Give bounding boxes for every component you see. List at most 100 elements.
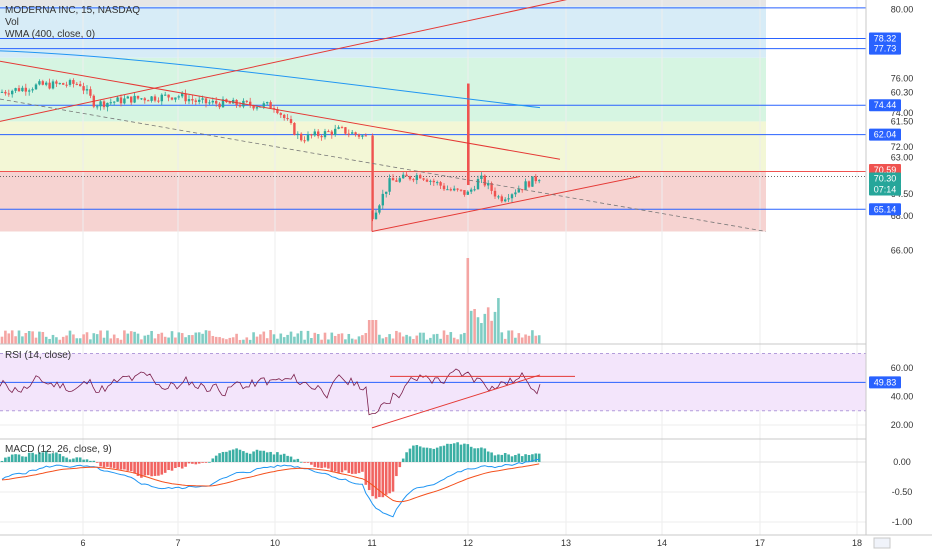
histogram-bar <box>289 456 293 462</box>
histogram-bar <box>367 462 371 491</box>
candle-body <box>68 80 72 85</box>
histogram-bar <box>534 453 538 462</box>
volume-bar <box>429 337 432 344</box>
volume-bar <box>95 334 99 344</box>
candle-body <box>340 127 344 129</box>
volume-bar <box>17 330 21 344</box>
volume-bar <box>238 339 242 344</box>
histogram-bar <box>381 462 385 498</box>
histogram-bar <box>245 452 249 462</box>
symbol-legend: MODERNA INC, 15, NASDAQ Vol WMA (400, cl… <box>5 5 140 41</box>
rsi-trendline-up <box>371 374 541 429</box>
histogram-bar <box>31 452 34 462</box>
candle-body <box>133 95 136 103</box>
candle-body <box>425 179 429 182</box>
volume-bar <box>276 338 279 344</box>
histogram-bar <box>337 462 340 473</box>
macd-tick-label: -0.50 <box>892 487 913 497</box>
price-tick-label: 68.00 <box>891 211 914 221</box>
histogram-bar <box>503 453 507 462</box>
time-tick-label: 18 <box>852 538 862 548</box>
rsi-line <box>0 368 541 416</box>
volume-bar <box>486 307 490 344</box>
histogram-bar <box>296 458 300 462</box>
volume-bar <box>163 336 167 344</box>
candle-body <box>7 93 10 95</box>
volume-bar <box>119 339 123 344</box>
candle-body <box>303 140 306 142</box>
price-badge <box>869 128 901 141</box>
candle-body <box>317 131 320 137</box>
volume-bar <box>500 332 504 344</box>
histogram-bar <box>486 451 490 462</box>
candle-body <box>96 106 99 108</box>
volume-bar <box>354 339 357 344</box>
histogram-bar <box>41 452 45 462</box>
candle-body <box>347 133 350 135</box>
zone-yellow <box>0 121 766 172</box>
histogram-bar <box>65 457 68 462</box>
candle-body <box>4 91 7 94</box>
histogram-bar <box>265 452 269 462</box>
candle-body <box>391 178 395 181</box>
candle-body <box>153 96 157 101</box>
candle-body <box>385 191 388 194</box>
histogram-bar <box>459 444 463 462</box>
volume-bar <box>357 336 361 344</box>
candle-body <box>432 180 435 183</box>
histogram-bar <box>82 459 85 462</box>
volume-bar <box>537 335 541 344</box>
volume-bar <box>242 339 245 344</box>
price-badge <box>869 42 901 55</box>
volume-bar <box>466 258 470 344</box>
histogram-bar <box>44 450 48 462</box>
histogram-bar <box>109 462 113 468</box>
volume-bar <box>21 336 24 344</box>
histogram-bar <box>68 459 72 462</box>
volume-bar <box>27 331 31 344</box>
volume-bar <box>490 320 493 344</box>
time-tick-label: 6 <box>80 538 85 548</box>
candle-body <box>106 102 109 108</box>
candle-body <box>116 97 119 102</box>
volume-bar <box>306 330 310 344</box>
price-badge-label: 07:14 <box>874 184 897 194</box>
trendline-down <box>0 60 561 160</box>
candle-body <box>293 122 296 135</box>
price-tick-label: 66.00 <box>891 245 914 255</box>
volume-bar <box>425 339 429 344</box>
candle-body <box>483 175 486 186</box>
volume-bar <box>439 338 442 344</box>
histogram-bar <box>184 462 187 467</box>
candle-body <box>72 80 75 84</box>
histogram-bar <box>126 462 130 471</box>
candle-body <box>480 175 483 180</box>
volume-bar <box>58 339 62 344</box>
macd-tick-label: -1.00 <box>892 517 913 527</box>
histogram-bar <box>157 462 160 476</box>
volume-bar <box>503 338 507 344</box>
histogram-bar <box>272 454 276 462</box>
histogram-bar <box>497 454 500 462</box>
histogram-bar <box>432 448 436 462</box>
candle-body <box>109 102 112 104</box>
histogram-bar <box>7 456 11 462</box>
histogram-bar <box>191 462 194 464</box>
rsi-badge <box>869 376 901 389</box>
candle-body <box>221 99 225 108</box>
rsi-tick-label: 40.00 <box>891 391 914 401</box>
candle-body <box>99 101 102 107</box>
histogram-bar <box>320 462 323 469</box>
volume-bar <box>333 335 337 344</box>
volume-bar <box>136 333 140 344</box>
volume-bar <box>184 337 187 344</box>
volume-bar <box>146 334 150 344</box>
volume-bar <box>24 333 28 344</box>
candle-body <box>208 102 211 104</box>
candle-body <box>218 103 221 108</box>
candle-body <box>446 189 449 191</box>
volume-bar <box>44 336 48 344</box>
candle-body <box>174 97 177 100</box>
